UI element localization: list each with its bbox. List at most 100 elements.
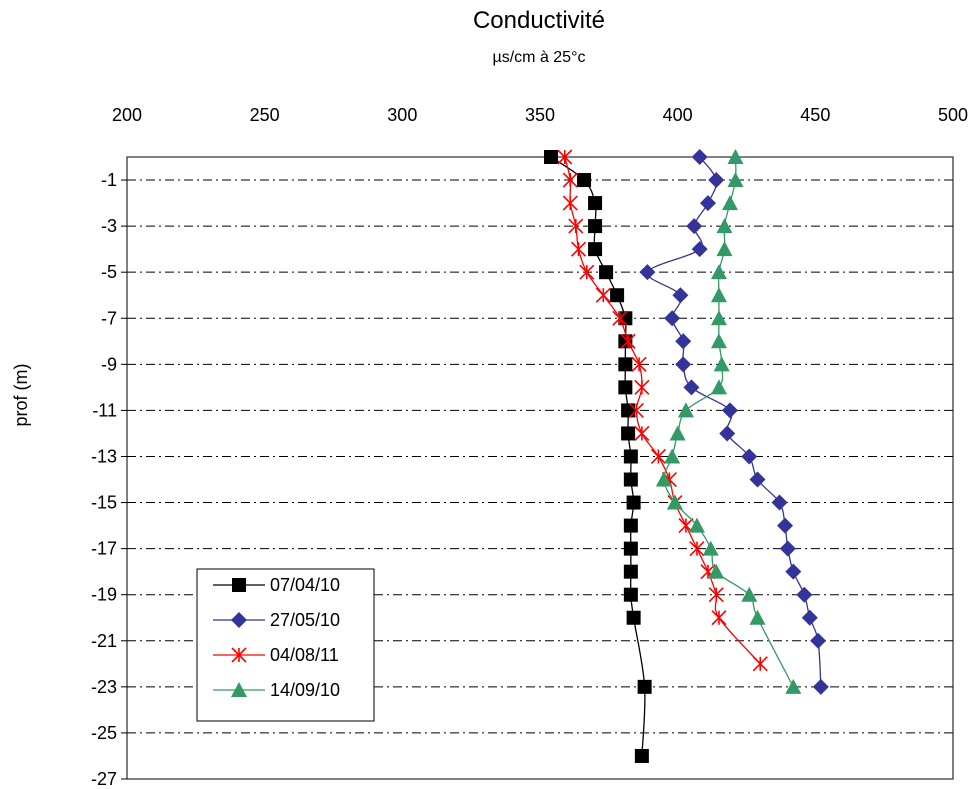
y-tick-label: -23 <box>91 677 117 697</box>
series-line <box>663 156 794 688</box>
data-point <box>595 287 611 303</box>
data-point <box>562 172 578 188</box>
data-point <box>634 748 649 763</box>
data-point <box>785 563 802 580</box>
series-07-04-10 <box>544 150 652 763</box>
data-point <box>639 264 656 281</box>
y-tick-label: -3 <box>101 216 117 236</box>
data-point <box>785 678 802 694</box>
data-point <box>710 379 727 395</box>
data-point <box>686 218 703 235</box>
y-axis-label: prof (m) <box>11 364 31 427</box>
data-point <box>588 242 603 257</box>
data-point <box>612 310 628 326</box>
data-point <box>727 149 744 164</box>
data-point <box>716 241 733 257</box>
data-point <box>562 195 578 211</box>
data-point <box>634 379 650 395</box>
data-point <box>637 679 652 694</box>
data-point <box>669 425 686 441</box>
legend-item: 14/09/10 <box>213 680 340 700</box>
data-point <box>741 448 758 465</box>
data-point <box>727 172 744 188</box>
data-point <box>626 495 641 510</box>
data-point <box>713 356 730 372</box>
y-tick-label: -7 <box>101 308 117 328</box>
chart-title: Conductivité <box>473 7 605 34</box>
data-point <box>702 540 719 556</box>
data-point <box>721 402 738 419</box>
y-tick-label: -15 <box>91 493 117 513</box>
axis-ticks: -1 -3 -5 -7 -9 -11 -13 -15 -17 -19 -21 -23 -25 -27 200… <box>91 105 968 789</box>
data-point <box>708 587 724 603</box>
data-point <box>677 402 694 418</box>
data-point <box>719 425 736 442</box>
y-tick-label: -9 <box>101 354 117 374</box>
data-point <box>623 472 638 487</box>
data-point <box>675 356 692 373</box>
data-point <box>623 518 638 533</box>
data-point <box>710 264 727 280</box>
x-tick-label: 350 <box>525 105 555 125</box>
x-tick-label: 200 <box>112 105 142 125</box>
y-tick-label: -19 <box>91 585 117 605</box>
y-tick-label: -17 <box>91 539 117 559</box>
x-tick-label: 250 <box>250 105 280 125</box>
data-point <box>628 402 644 418</box>
data-point <box>752 656 768 672</box>
data-point <box>664 310 681 327</box>
data-point <box>779 540 796 557</box>
legend-label: 04/08/11 <box>270 645 339 665</box>
data-point <box>618 357 633 372</box>
y-tick-label: -21 <box>91 631 117 651</box>
series-14-09-10 <box>655 149 802 694</box>
data-point <box>711 610 727 626</box>
data-point <box>623 564 638 579</box>
data-point <box>620 333 636 349</box>
data-point <box>812 678 829 695</box>
data-point <box>688 517 705 533</box>
legend-label: 07/04/10 <box>270 575 340 595</box>
legend-item: 04/08/11 <box>213 645 339 665</box>
data-point <box>771 494 788 511</box>
chart-subtitle: µs/cm à 25°c <box>493 49 586 66</box>
plot-area <box>126 156 954 780</box>
data-point <box>749 609 766 625</box>
data-point <box>623 449 638 464</box>
data-point <box>621 403 636 418</box>
series-line <box>646 156 822 687</box>
data-point <box>231 647 247 663</box>
y-tick-label: -1 <box>101 170 117 190</box>
data-point <box>672 287 689 304</box>
data-point <box>568 218 584 234</box>
data-point <box>721 195 738 211</box>
legend: 07/04/10 27/05/10 04/08/11 14/09/10 <box>196 568 375 722</box>
x-tick-label: 500 <box>938 105 968 125</box>
series-04-08-11 <box>557 149 768 672</box>
y-tick-label: -27 <box>91 769 117 789</box>
data-point <box>777 517 794 534</box>
series-line <box>564 156 761 665</box>
data-point <box>691 149 708 165</box>
legend-label: 27/05/10 <box>270 610 340 630</box>
data-point <box>618 380 633 395</box>
data-point <box>710 310 727 326</box>
data-point <box>621 426 636 441</box>
data-point <box>683 379 700 396</box>
data-point <box>623 587 638 602</box>
x-tick-label: 400 <box>663 105 693 125</box>
legend-box <box>196 568 375 722</box>
data-point <box>544 150 559 164</box>
data-point <box>708 563 725 579</box>
data-point <box>801 609 818 626</box>
data-point <box>231 612 247 628</box>
x-tick-label: 450 <box>800 105 830 125</box>
data-point <box>557 149 573 165</box>
data-point <box>699 195 716 212</box>
data-point <box>570 241 587 257</box>
data-point <box>588 196 603 211</box>
data-point <box>577 173 592 188</box>
data-point <box>588 219 603 234</box>
y-tick-label: -13 <box>91 446 117 466</box>
data-point <box>749 471 766 488</box>
